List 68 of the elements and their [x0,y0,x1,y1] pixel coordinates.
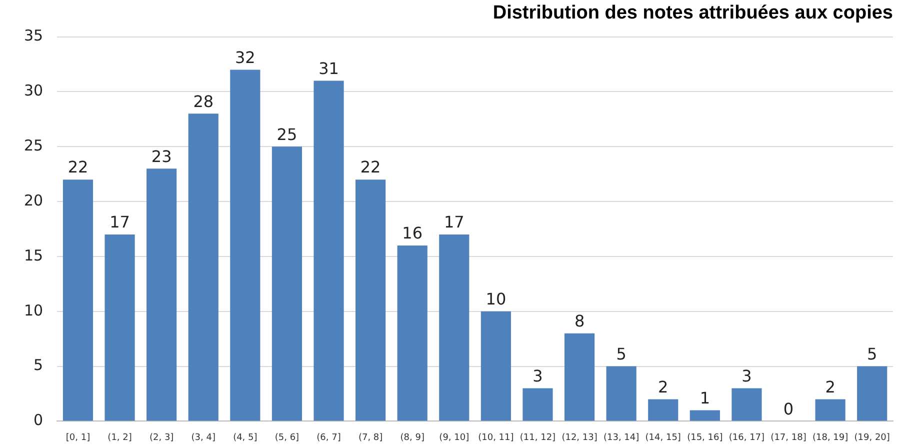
bar [522,388,553,421]
bar [146,168,177,421]
x-tick-label: (15, 16] [687,432,723,443]
x-tick-label: (9, 10] [439,432,470,443]
x-tick-label: (7, 8] [358,432,383,443]
data-label: 17 [444,212,464,232]
data-label: 22 [360,158,381,177]
x-tick-label: (2, 3] [149,432,174,443]
y-tick-label: 10 [24,301,44,320]
bar [230,70,260,421]
bar [857,366,888,421]
bar [690,410,720,421]
data-label: 1 [700,388,710,408]
x-tick-label: (14, 15] [645,432,681,443]
y-tick-label: 30 [24,82,44,100]
data-label: 28 [193,92,214,111]
x-tick-label: (5, 6] [274,432,300,443]
data-label: 2 [658,377,668,396]
bar [356,180,386,421]
y-tick-label: 5 [34,356,44,374]
data-label: 2 [825,377,836,396]
x-tick-label: [0, 1] [66,432,90,443]
x-tick-label: (16, 17] [728,432,765,443]
bar [104,234,135,421]
x-tick-label: (17, 18] [770,432,806,443]
data-label: 31 [318,58,339,78]
bar [564,333,595,421]
x-tick-label: (8, 9] [400,432,424,443]
y-tick-label: 25 [24,136,44,155]
data-label: 5 [616,344,626,364]
chart-title: Distribution des notes attribuées aux copies [492,2,893,24]
y-tick-label: 35 [24,26,44,45]
x-tick-label: (18, 19] [812,432,848,443]
x-tick-label: (3, 4] [191,432,216,443]
x-tick-label: (19, 20] [854,432,890,443]
data-label: 10 [486,290,506,309]
bar [188,114,218,421]
data-label: 32 [234,48,256,67]
data-label: 22 [68,158,88,177]
data-label: 5 [867,344,878,364]
data-label: 16 [402,224,423,243]
bar [606,366,636,421]
bar [815,399,846,421]
bar [62,180,94,421]
bar [397,245,428,421]
data-label: 17 [110,212,130,232]
y-tick-label: 0 [34,411,44,430]
x-tick-label: (13, 14] [604,432,640,443]
x-tick-label: (6, 7] [316,432,341,443]
y-tick-label: 15 [24,246,44,264]
x-tick-label: (4, 5] [233,432,258,443]
bar [648,399,678,421]
data-label: 3 [532,366,543,386]
data-label: 3 [742,366,752,386]
data-label: 8 [574,311,585,330]
x-tick-label: (1, 2] [108,432,132,443]
x-tick-label: (10, 11] [478,432,514,443]
bar [732,388,762,421]
bar [272,146,302,421]
x-tick-label: (12, 13] [562,432,598,443]
data-label: 25 [276,124,298,144]
bar [314,80,344,421]
y-tick-label: 20 [24,191,44,210]
data-label: 23 [151,146,172,166]
bar [439,234,470,421]
data-label: 0 [783,399,794,418]
bar [480,311,511,421]
x-tick-label: (11, 12] [520,432,556,443]
